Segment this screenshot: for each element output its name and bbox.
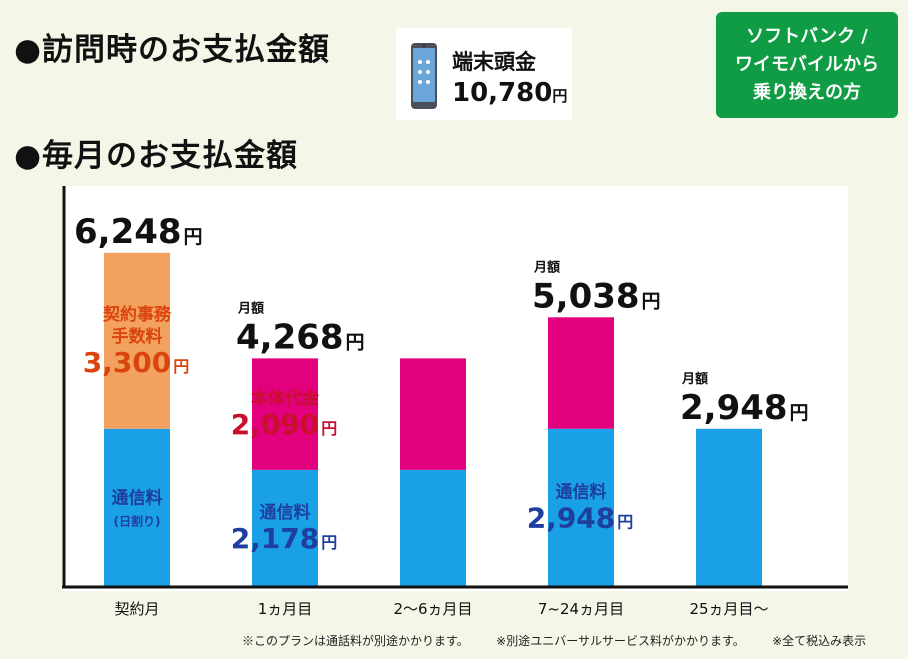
bar-1-series-0 xyxy=(252,469,318,586)
bar-2-series-2 xyxy=(400,358,466,470)
footnote-call-charges: ※このプランは通話料が別途かかります。 xyxy=(242,634,469,648)
annotation-0-yen: 円 xyxy=(173,357,189,376)
device-down-payment-card: 端末頭金 10,780円 xyxy=(396,28,572,120)
x-tick-label-3: 7~24ヵ月目 xyxy=(537,600,625,618)
annotation-2-line-0: 本体代金 xyxy=(251,388,320,409)
bar-4-series-0 xyxy=(696,428,762,586)
total-yen-4: 円 xyxy=(790,402,809,424)
annotation-1-line-0: 通信料 xyxy=(112,487,163,508)
x-tick-label-0: 契約月 xyxy=(114,600,160,618)
annotation-0-line-1: 手数料 xyxy=(112,326,163,347)
monthly-payment-heading: ●毎月のお支払金額 xyxy=(14,138,299,174)
footnote-tax-included: ※全て税込み表示 xyxy=(772,634,867,648)
annotation-2-value: 2,090 xyxy=(231,408,320,441)
annotation-0-value: 3,300 xyxy=(83,346,172,379)
bar-2-series-0 xyxy=(400,469,466,586)
x-tick-label-1: 1ヵ月目 xyxy=(257,600,313,618)
badge-line-1: ソフトバンク / xyxy=(746,26,868,47)
annotation-3-yen: 円 xyxy=(321,533,337,552)
bar-3-series-2 xyxy=(548,317,614,429)
footnotes: ※このプランは通話料が別途かかります。 ※別途ユニバーサルサービス料がかかります… xyxy=(242,632,866,649)
footnote-universal-service: ※別途ユニバーサルサービス料がかかります。 xyxy=(496,634,745,648)
device-price-yen: 円 xyxy=(552,87,568,105)
bar-0-series-0 xyxy=(104,428,170,586)
device-price-value: 10,780 xyxy=(452,78,553,108)
annotation-1-line-1: (日割り) xyxy=(114,513,161,528)
badge-line-2: ワイモバイルから xyxy=(735,54,879,75)
total-prefix-3: 月額 xyxy=(533,259,560,275)
annotation-2-yen: 円 xyxy=(321,419,337,438)
badge-line-3: 乗り換えの方 xyxy=(753,82,861,103)
annotation-3-value: 2,178 xyxy=(231,522,320,555)
annotation-4-yen: 円 xyxy=(617,512,633,531)
x-tick-label-2: 2～6ヵ月目 xyxy=(393,600,473,618)
device-down-payment-price: 10,780円 xyxy=(452,78,567,108)
total-prefix-4: 月額 xyxy=(681,371,708,387)
annotation-4-line-0: 通信料 xyxy=(556,481,607,502)
total-yen-3: 円 xyxy=(642,290,661,312)
total-value-3: 5,038 xyxy=(532,276,640,316)
carrier-switch-badge: ソフトバンク / ワイモバイルから 乗り換えの方 xyxy=(716,12,898,118)
bar-0-series-1 xyxy=(104,252,170,429)
annotation-0-line-0: 契約事務 xyxy=(102,304,172,325)
total-yen-1: 円 xyxy=(346,331,365,353)
smartphone-icon xyxy=(411,43,437,109)
bar-3-series-0 xyxy=(548,428,614,586)
device-down-payment-label: 端末頭金 xyxy=(452,50,536,74)
annotation-4-value: 2,948 xyxy=(527,501,616,534)
total-value-4: 2,948 xyxy=(680,388,788,428)
total-value-1: 4,268 xyxy=(236,317,344,357)
annotation-3-line-0: 通信料 xyxy=(260,502,311,523)
visit-payment-heading: ●訪問時のお支払金額 xyxy=(14,32,331,68)
total-prefix-1: 月額 xyxy=(237,300,264,316)
monthly-payment-chart: 6,248 円月額 4,268 円月額 5,038 円月額 2,948 円契約事務 手数料 3,3… xyxy=(62,186,848,591)
x-tick-label-4: 25ヵ月目～ xyxy=(689,600,769,618)
bar-1-series-2 xyxy=(252,358,318,470)
total-yen-0: 円 xyxy=(184,226,203,248)
total-value-0: 6,248 xyxy=(74,212,182,252)
